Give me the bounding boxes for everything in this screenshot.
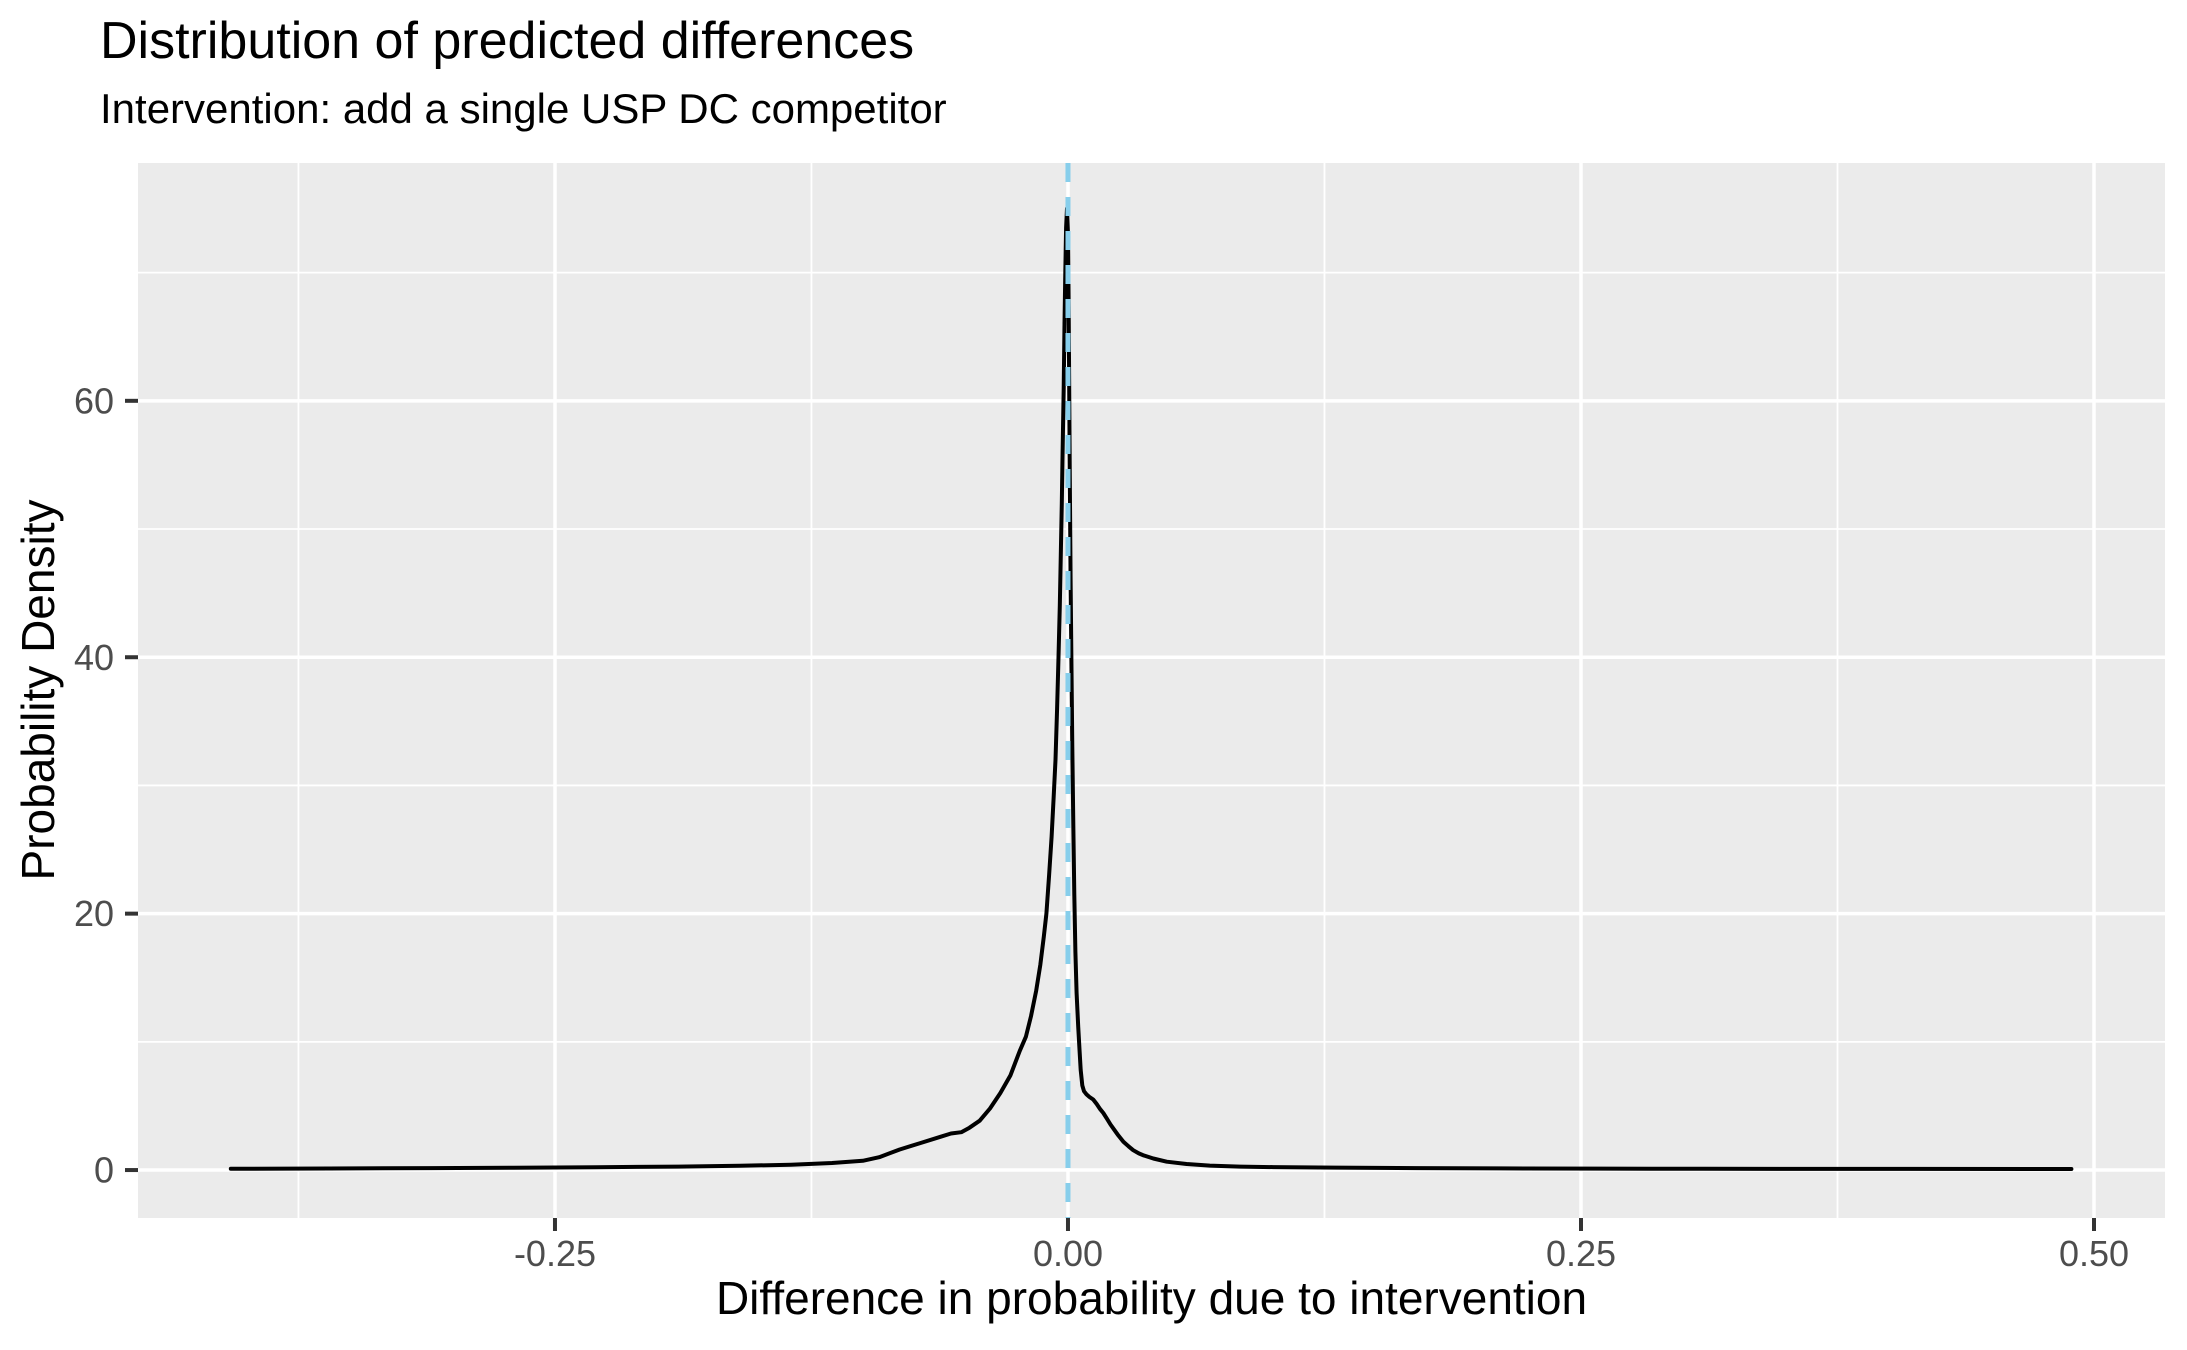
panel-background xyxy=(138,163,2165,1218)
y-tick-label: 20 xyxy=(74,893,114,934)
x-axis-title: Difference in probability due to interve… xyxy=(715,1272,1588,1324)
plot-title: Distribution of predicted differences xyxy=(100,12,915,70)
x-tick-label: -0.25 xyxy=(514,1233,596,1274)
x-tick-label: 0.00 xyxy=(1033,1233,1103,1274)
plot-subtitle: Intervention: add a single USP DC compet… xyxy=(100,85,947,132)
y-tick-label: 40 xyxy=(74,637,114,678)
x-tick-label: 0.50 xyxy=(2059,1233,2129,1274)
y-tick-label: 60 xyxy=(74,380,114,421)
x-tick-label: 0.25 xyxy=(1546,1233,1616,1274)
y-tick-label: 0 xyxy=(94,1150,114,1191)
